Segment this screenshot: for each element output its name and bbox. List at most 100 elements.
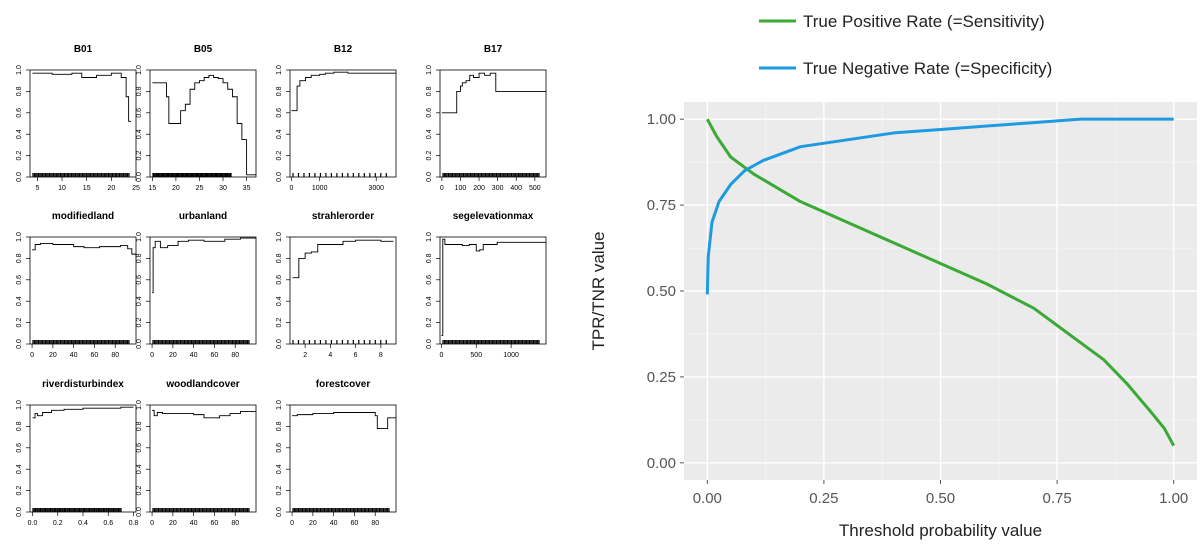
x-tick-label: 20 <box>169 520 177 527</box>
x-tick-label: 300 <box>492 185 504 192</box>
rug <box>32 340 130 344</box>
y-axis-label: TPR/TNR value <box>589 231 608 350</box>
y-tick-label: 0.8 <box>276 253 283 263</box>
y-tick-label: 0.8 <box>426 253 433 263</box>
panel-title: woodlandcover <box>165 379 239 390</box>
x-tick-label: 40 <box>190 520 198 527</box>
y-tick-label: 0.0 <box>426 172 433 182</box>
y-tick-label: 0.0 <box>276 507 283 517</box>
x-tick-label: 25 <box>196 185 204 192</box>
x-tick-label: 0 <box>150 352 154 359</box>
y-tick-label: 1.0 <box>276 400 283 410</box>
y-tick-label: 1.0 <box>426 232 433 242</box>
y-tick-label: 0.4 <box>16 296 23 306</box>
y-tick-label: 0.2 <box>426 318 433 328</box>
y-tick-label: 0.6 <box>16 108 23 118</box>
y-tick-label: 1.0 <box>136 400 143 410</box>
y-tick-label: 0.0 <box>136 507 143 517</box>
series-line <box>441 72 546 114</box>
panel-riverdisturbindex: riverdisturbindex 0.0 0.2 0.4 0.6 0.8 1.0 0.0 0.… <box>16 379 138 527</box>
y-tick-label: 0.0 <box>16 172 23 182</box>
x-tick-label: 0.6 <box>103 520 113 527</box>
y-tick-label: 0.2 <box>276 486 283 496</box>
panel-modifiedland: modifiedland 0.0 0.2 0.4 0.6 0.8 1.0 0 20 40 60 80 <box>16 211 137 359</box>
panel-B01: B01 0.0 0.2 0.4 0.6 0.8 1.0 5 10 15 20 25 <box>16 44 140 192</box>
y-tick-label: 0.8 <box>136 421 143 431</box>
y-tick-label: 0.75 <box>647 197 676 214</box>
panel-B12: B12 0.0 0.2 0.4 0.6 0.8 1.0 0 1000 3000 <box>276 44 397 192</box>
y-tick-label: 0.0 <box>276 339 283 349</box>
x-tick-label: 1000 <box>312 185 328 192</box>
panel-title: forestcover <box>316 379 371 390</box>
y-tick-label: 1.0 <box>16 232 23 242</box>
y-tick-label: 0.6 <box>426 108 433 118</box>
y-tick-label: 1.0 <box>276 65 283 75</box>
y-tick-label: 0.0 <box>16 507 23 517</box>
rug <box>292 173 387 177</box>
panel-frame <box>289 236 397 345</box>
y-tick-label: 0.0 <box>136 339 143 349</box>
y-tick-label: 0.4 <box>276 296 283 306</box>
x-tick-label: 60 <box>351 520 359 527</box>
y-tick-label: 0.2 <box>426 151 433 161</box>
y-tick-label: 0.6 <box>426 275 433 285</box>
series-line-specificity <box>705 117 1174 295</box>
y-tick-label: 0.2 <box>276 151 283 161</box>
panel-frame <box>289 69 397 178</box>
x-tick-label: 0 <box>440 185 444 192</box>
y-tick-label: 0.2 <box>276 318 283 328</box>
panel-title: modifiedland <box>52 211 114 222</box>
x-tick-label: 500 <box>529 185 541 192</box>
panel-title: B17 <box>484 44 503 55</box>
y-tick-label: 0.2 <box>136 486 143 496</box>
y-tick-label: 0.6 <box>276 108 283 118</box>
x-tick-label: 5 <box>35 185 39 192</box>
x-tick-label: 0.2 <box>53 520 63 527</box>
panel-woodlandcover: woodlandcover 0.0 0.2 0.4 0.6 0.8 1.0 0 20 40 60 80 <box>136 379 257 527</box>
panel-urbanland: urbanland 0.0 0.2 0.4 0.6 0.8 1.0 0 20 40 60 80 <box>136 211 257 359</box>
x-tick-label: 0.50 <box>926 490 955 507</box>
x-tick-label: 60 <box>211 520 219 527</box>
x-tick-label: 4 <box>328 352 332 359</box>
x-tick-label: 80 <box>371 520 379 527</box>
y-tick-label: 1.0 <box>16 400 23 410</box>
y-tick-label: 0.6 <box>136 275 143 285</box>
x-tick-label: 0 <box>439 352 443 359</box>
legend-label: True Negative Rate (=Specificity) <box>803 59 1052 78</box>
x-tick-label: 3000 <box>368 185 384 192</box>
panel-title: riverdisturbindex <box>42 379 124 390</box>
x-tick-label: 0.25 <box>809 490 838 507</box>
threshold-plot: 0.00 0.25 0.50 0.75 1.00 0.00 0.25 0.50 0.75 1.00… <box>589 12 1197 540</box>
panel-frame <box>289 404 397 513</box>
series-line <box>32 72 132 122</box>
panel-frame <box>439 69 547 178</box>
y-tick-label: 0.25 <box>647 369 676 386</box>
rug <box>292 508 390 512</box>
panel-B17: B17 0.0 0.2 0.4 0.6 0.8 1.0 0 100 200 300 400 500 <box>426 44 547 192</box>
series-line-sensitivity <box>705 118 1175 447</box>
x-tick-label: 60 <box>211 352 219 359</box>
y-tick-label: 0.8 <box>136 86 143 96</box>
x-tick-label: 0 <box>289 185 293 192</box>
panel-B05: B05 0.0 0.2 0.4 0.6 0.8 1.0 15 20 25 30 35 <box>136 44 257 192</box>
panel-title: B05 <box>194 44 213 55</box>
rug <box>442 173 540 177</box>
rug <box>152 340 250 344</box>
x-tick-label: 6 <box>354 352 358 359</box>
panel-title: B12 <box>334 44 353 55</box>
series-line <box>152 74 256 176</box>
panel-frame <box>149 404 257 513</box>
x-tick-label: 15 <box>83 185 91 192</box>
series-line <box>152 237 256 294</box>
y-tick-label: 0.4 <box>136 464 143 474</box>
x-tick-label: 500 <box>470 352 482 359</box>
y-tick-label: 0.50 <box>647 283 676 300</box>
y-tick-label: 0.4 <box>276 129 283 139</box>
series-line <box>291 71 396 112</box>
panel-forestcover: forestcover 0.0 0.2 0.4 0.6 0.8 1.0 0 20 40 60 80 <box>276 379 397 527</box>
y-tick-label: 0.4 <box>426 296 433 306</box>
y-tick-label: 0.4 <box>16 129 23 139</box>
y-tick-label: 0.2 <box>16 318 23 328</box>
panel-frame <box>29 236 137 345</box>
